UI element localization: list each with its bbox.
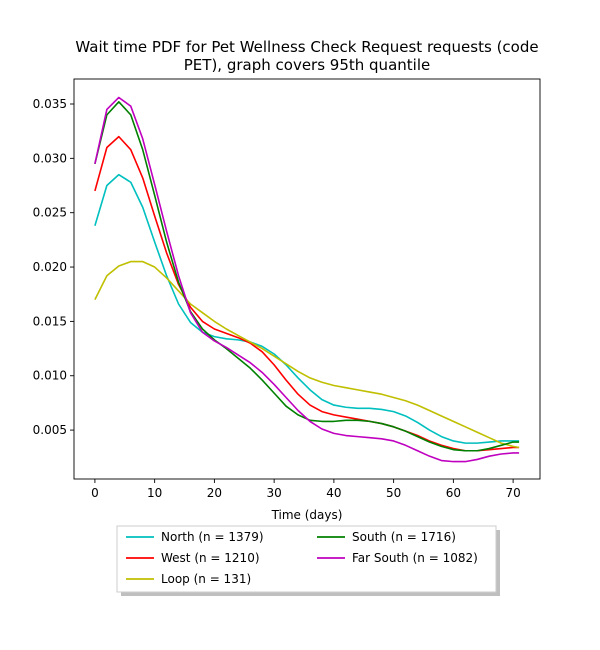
x-tick-label: 20 <box>207 486 222 500</box>
x-tick-label: 70 <box>505 486 520 500</box>
legend: North (n = 1379) South (n = 1716) West (n … <box>116 525 500 596</box>
plot-frame <box>73 78 541 480</box>
x-tick-label: 10 <box>147 486 162 500</box>
series-line-2 <box>94 260 520 449</box>
legend-label-4: Far South (n = 1082) <box>352 551 478 565</box>
y-tick-label: 0.030 <box>33 151 67 165</box>
series-line-0 <box>94 173 520 444</box>
legend-label-2: Loop (n = 131) <box>161 572 251 586</box>
chart-title-line-2: PET), graph covers 95th quantile <box>184 56 430 74</box>
plot-area: 0 10 20 30 40 50 60 70 0.005 0.010 0.015 0.020 0.025… <box>33 78 541 500</box>
chart-title-line-1: Wait time PDF for Pet Wellness Check Req… <box>75 38 538 56</box>
x-axis-label: Time (days) <box>271 508 343 522</box>
x-tick-label: 50 <box>386 486 401 500</box>
x-tick-label: 40 <box>326 486 341 500</box>
legend-label-0: North (n = 1379) <box>161 530 264 544</box>
x-tick-label: 60 <box>446 486 461 500</box>
series-line-4 <box>94 96 520 463</box>
y-tick-label: 0.005 <box>33 423 67 437</box>
y-tick-label: 0.015 <box>33 314 67 328</box>
x-tick-label: 30 <box>267 486 282 500</box>
y-tick-label: 0.035 <box>33 97 67 111</box>
y-tick-label: 0.020 <box>33 260 67 274</box>
series-line-1 <box>94 135 520 452</box>
y-tick-label: 0.010 <box>33 369 67 383</box>
y-tick-label: 0.025 <box>33 206 67 220</box>
x-tick-label: 0 <box>91 486 99 500</box>
series-line-3 <box>94 101 520 452</box>
legend-box <box>116 525 497 593</box>
legend-label-1: West (n = 1210) <box>161 551 260 565</box>
legend-label-3: South (n = 1716) <box>352 530 456 544</box>
